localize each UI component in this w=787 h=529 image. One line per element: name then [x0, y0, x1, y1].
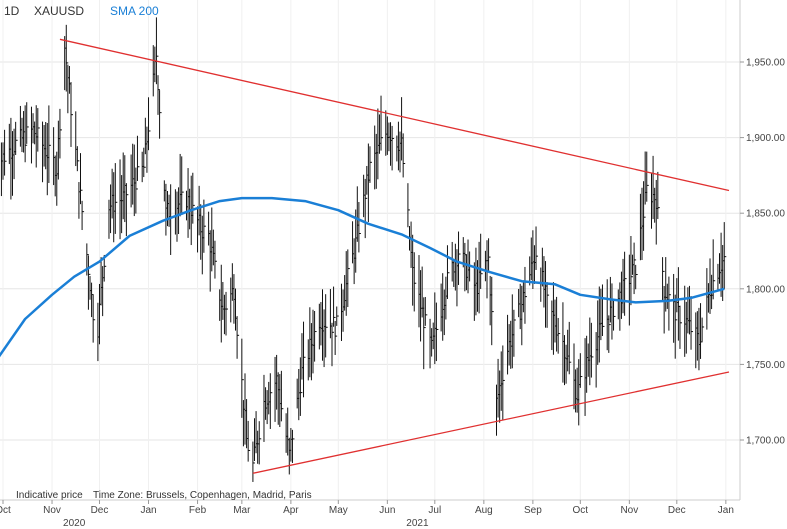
- x-tick-label: Sep: [524, 505, 542, 516]
- sma-200-series: [0, 196, 725, 358]
- timezone-note: Time Zone: Brussels, Copenhagen, Madrid,…: [93, 490, 312, 501]
- x-tick-label: Jul: [428, 505, 441, 516]
- indicative-price-note: Indicative price: [16, 490, 83, 501]
- x-tick-label: Feb: [189, 505, 207, 516]
- price-bars: [0, 17, 727, 482]
- y-tick-label: 1,950.00: [746, 58, 785, 69]
- x-year-label: 2020: [63, 518, 86, 529]
- symbol-label: XAUUSD: [34, 4, 84, 18]
- x-tick-label: Oct: [0, 505, 11, 516]
- x-tick-label: Dec: [91, 505, 109, 516]
- x-tick-label: Jan: [718, 505, 734, 516]
- x-year-label: 2021: [406, 518, 429, 529]
- y-tick-label: 1,850.00: [746, 209, 785, 220]
- sma-legend-label: SMA 200: [110, 4, 159, 18]
- x-tick-label: Dec: [668, 505, 686, 516]
- x-tick-label: Nov: [620, 505, 638, 516]
- trendline-lower: [252, 371, 730, 474]
- x-tick-label: Nov: [43, 505, 61, 516]
- sma-200-line: [0, 196, 725, 358]
- x-tick-label: Mar: [233, 505, 251, 516]
- x-tick-label: Jan: [140, 505, 156, 516]
- grid: [0, 0, 740, 500]
- x-tick-label: Jun: [379, 505, 395, 516]
- trendlines: [59, 38, 730, 474]
- y-tick-label: 1,700.00: [746, 436, 785, 447]
- y-tick-label: 1,900.00: [746, 133, 785, 144]
- interval-label: 1D: [4, 4, 20, 18]
- x-tick-label: Oct: [573, 505, 589, 516]
- y-axis: 1,700.00 1,750.00 1,800.00 1,850.00 1,900.00…: [740, 58, 785, 447]
- y-tick-label: 1,800.00: [746, 284, 785, 295]
- x-axis: Oct Nov Dec Jan Feb Mar Apr May Jun Jul Aug Sep Oct N…: [0, 500, 734, 529]
- y-tick-label: 1,750.00: [746, 360, 785, 371]
- trendline-upper: [59, 38, 730, 192]
- x-tick-label: Aug: [475, 505, 493, 516]
- x-tick-label: May: [329, 505, 348, 516]
- x-tick-label: Apr: [283, 505, 299, 516]
